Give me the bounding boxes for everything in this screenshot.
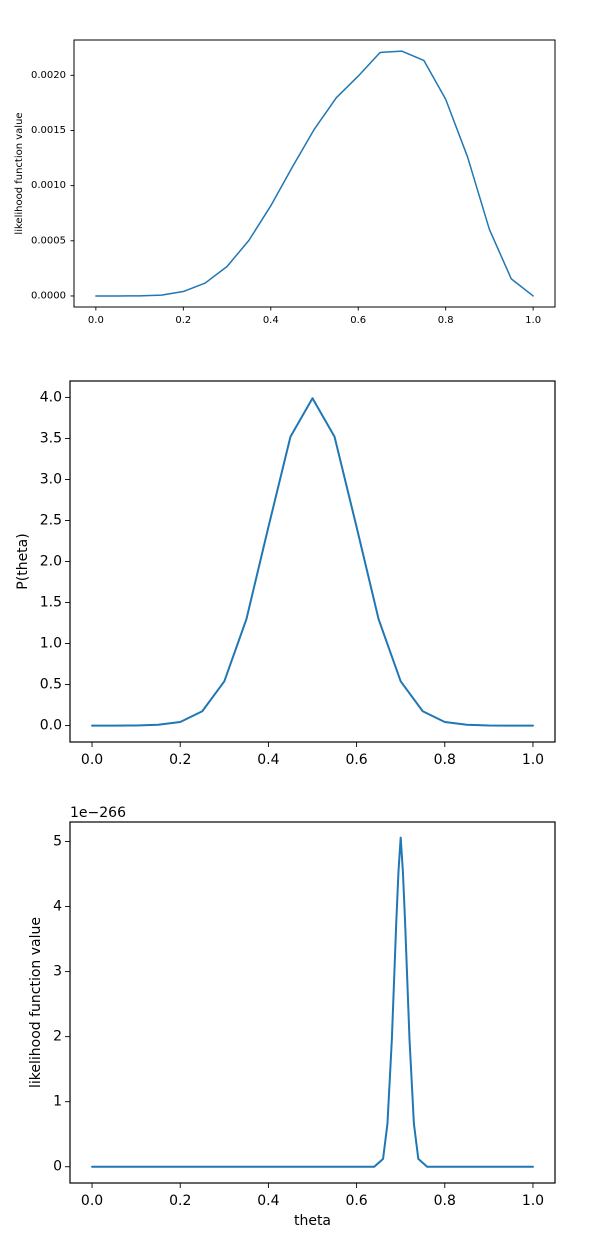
y-tick-label: 1 [53,1094,62,1110]
y-tick-label: 1.0 [40,636,62,652]
chart-1: 0.0 0.2 0.4 0.6 0.8 1.0 0.0000 0.0005 0.0010 0.00… [14,39,556,326]
x-tick-label: 0.0 [88,315,104,326]
offset-text: 1e−266 [70,805,126,821]
y-tick-label: 1.5 [40,595,62,611]
y-axis-label: likelihood function value [28,917,44,1088]
x-tick-label: 0.6 [345,1193,367,1209]
x-tick-label: 0.2 [175,315,191,326]
y-tick-label: 0.0 [40,718,62,734]
x-tick-label: 0.2 [169,752,191,768]
x-tick-label: 0.8 [434,752,456,768]
y-tick-label: 3.5 [40,430,62,446]
y-tick-label: 2.0 [40,554,62,570]
x-tick-label: 0.6 [350,315,366,326]
x-tick-label: 0.0 [81,752,103,768]
y-tick-label: 4 [53,899,62,915]
y-tick-label: 0.0015 [31,125,66,136]
y-axis-label: P(theta) [15,533,31,589]
y-tick-label: 0.0020 [31,70,66,81]
chart-3: 0.0 0.2 0.4 0.6 0.8 1.0 0 1 2 3 4 5 likelihood funct… [28,805,556,1229]
series-line [91,836,534,1168]
y-tick-label: 2 [53,1029,62,1045]
y-tick-label: 0.0000 [31,290,66,301]
y-tick-label: 2.5 [40,512,62,528]
x-tick-label: 1.0 [522,752,544,768]
x-tick-label: 0.4 [257,752,279,768]
y-tick-label: 0.5 [40,677,62,693]
y-tick-label: 3 [53,964,62,980]
x-tick-label: 0.4 [257,1193,279,1209]
y-tick-label: 3.0 [40,471,62,487]
y-tick-label: 0 [53,1159,62,1175]
series-line [95,50,534,297]
y-tick-label: 5 [53,834,62,850]
series-line [91,397,534,727]
x-tick-label: 1.0 [522,1193,544,1209]
x-tick-label: 0.6 [345,752,367,768]
y-tick-label: 0.0005 [31,235,66,246]
axes-frame [73,39,556,308]
x-tick-label: 1.0 [525,315,541,326]
x-tick-label: 0.2 [169,1193,191,1209]
y-tick-label: 0.0010 [31,180,66,191]
y-tick-label: 4.0 [40,389,62,405]
y-axis-label: likelihood function value [14,112,25,234]
x-tick-label: 0.8 [438,315,454,326]
x-tick-label: 0.8 [434,1193,456,1209]
x-axis-label: theta [294,1213,331,1229]
x-tick-label: 0.4 [263,315,279,326]
axes-frame [69,380,556,743]
axes-frame [69,821,556,1184]
chart-2: 0.0 0.2 0.4 0.6 0.8 1.0 0.0 0.5 1.0 1.5 2.0 2.5 3.0 3… [15,380,556,768]
x-tick-label: 0.0 [81,1193,103,1209]
